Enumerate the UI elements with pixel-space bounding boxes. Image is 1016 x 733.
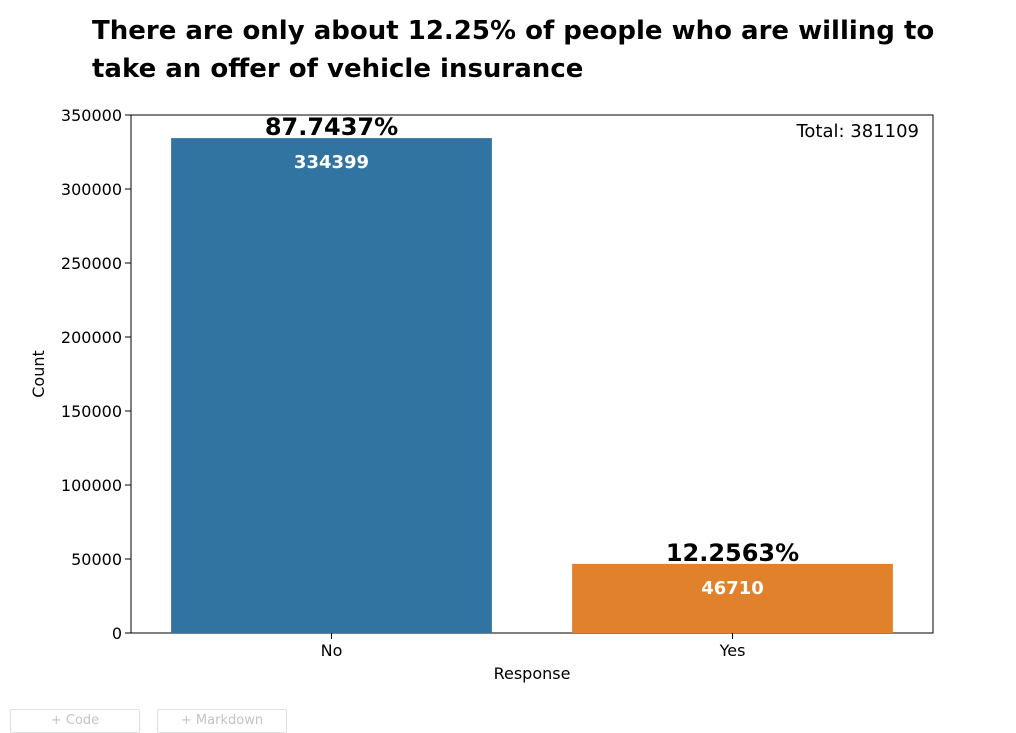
x-axis-label: Response	[494, 664, 571, 683]
y-tick-label: 0	[112, 624, 122, 643]
y-tick-label: 200000	[61, 328, 122, 347]
x-tick-label: No	[321, 641, 343, 660]
bars: 87.7437% 334399 12.2563% 46710	[171, 113, 893, 633]
count-label: 334399	[294, 152, 369, 173]
plot-area-frame	[130, 114, 934, 634]
bar-chart: 0 50000 100000 150000 200000 250000 300000 3500…	[29, 106, 934, 683]
count-label: 46710	[701, 578, 764, 599]
x-axis: No Yes	[321, 633, 746, 660]
add-cell-toolbar: + Code + Markdown	[10, 709, 287, 733]
add-markdown-cell-button[interactable]: + Markdown	[157, 709, 287, 733]
percent-label: 12.2563%	[666, 539, 799, 567]
bar-yes	[572, 563, 893, 633]
y-axis-label: Count	[29, 350, 48, 398]
chart-title: There are only about 12.25% of people wh…	[92, 16, 935, 84]
percent-label: 87.7437%	[265, 113, 398, 141]
y-tick-label: 100000	[61, 476, 122, 495]
bar-no	[171, 138, 492, 633]
y-tick-label: 350000	[61, 106, 122, 125]
add-code-cell-button[interactable]: + Code	[10, 709, 140, 733]
y-tick-label: 250000	[61, 254, 122, 273]
y-axis: 0 50000 100000 150000 200000 250000 300000 3500…	[61, 106, 131, 643]
y-tick-label: 50000	[71, 550, 122, 569]
x-tick-label: Yes	[719, 641, 746, 660]
y-tick-label: 150000	[61, 402, 122, 421]
y-tick-label: 300000	[61, 180, 122, 199]
total-annotation: Total: 381109	[795, 121, 919, 142]
